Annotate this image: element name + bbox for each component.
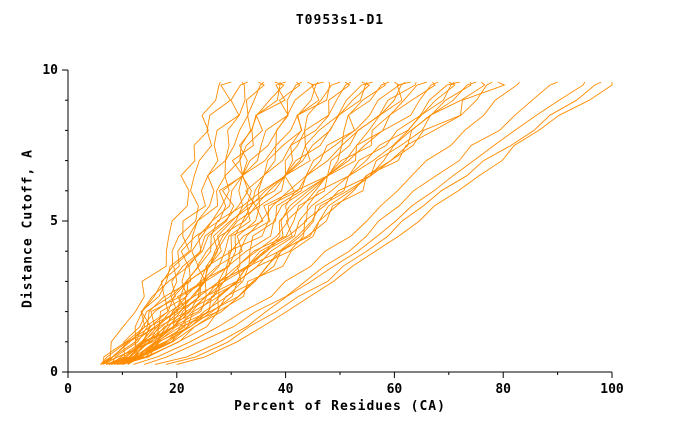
tick-labels-group: 0 20 40 60 80 100 0 5 10 xyxy=(42,63,624,397)
model-curve xyxy=(154,81,586,365)
model-curve xyxy=(122,81,406,365)
x-tick-label: 100 xyxy=(600,382,624,397)
model-curve xyxy=(111,81,411,365)
x-tick-label: 80 xyxy=(495,382,511,397)
model-curve xyxy=(176,82,613,365)
y-tick-label: 0 xyxy=(50,365,58,380)
model-curve xyxy=(116,81,477,365)
model-curve xyxy=(105,81,401,365)
model-curve xyxy=(165,81,602,365)
model-curve xyxy=(100,81,221,365)
model-curve xyxy=(133,81,520,365)
model-curve xyxy=(105,81,315,365)
model-curve xyxy=(100,81,286,365)
x-axis-label: Percent of Residues (CA) xyxy=(234,399,446,414)
y-axis-label: Distance Cutoff, A xyxy=(20,149,36,308)
model-curve xyxy=(103,81,417,365)
model-curve xyxy=(108,81,486,365)
model-curve xyxy=(100,81,373,365)
x-tick-label: 60 xyxy=(387,382,403,397)
model-curve xyxy=(108,81,352,365)
model-curve xyxy=(122,81,493,365)
model-curve xyxy=(144,81,558,365)
model-curve xyxy=(116,81,351,365)
axes-group xyxy=(62,69,613,378)
chart-title: T0953s1-D1 xyxy=(295,13,385,28)
model-curve xyxy=(119,81,390,365)
model-curve xyxy=(105,81,232,365)
model-curves-group xyxy=(100,81,613,365)
model-curve xyxy=(114,81,506,365)
x-tick-label: 20 xyxy=(169,382,185,397)
y-tick-label: 5 xyxy=(50,214,58,229)
x-tick-label: 0 xyxy=(64,382,72,397)
x-tick-label: 40 xyxy=(278,382,294,397)
model-curve xyxy=(108,81,439,365)
model-curve xyxy=(116,81,436,365)
model-curve xyxy=(111,81,368,365)
y-tick-label: 10 xyxy=(42,63,58,78)
model-curve xyxy=(100,81,460,365)
model-curve xyxy=(103,82,331,365)
model-curve xyxy=(111,81,455,365)
model-curve xyxy=(127,81,386,365)
model-curve xyxy=(113,81,324,365)
model-curve xyxy=(111,82,281,365)
model-curve xyxy=(102,81,248,365)
model-curve xyxy=(108,81,265,365)
